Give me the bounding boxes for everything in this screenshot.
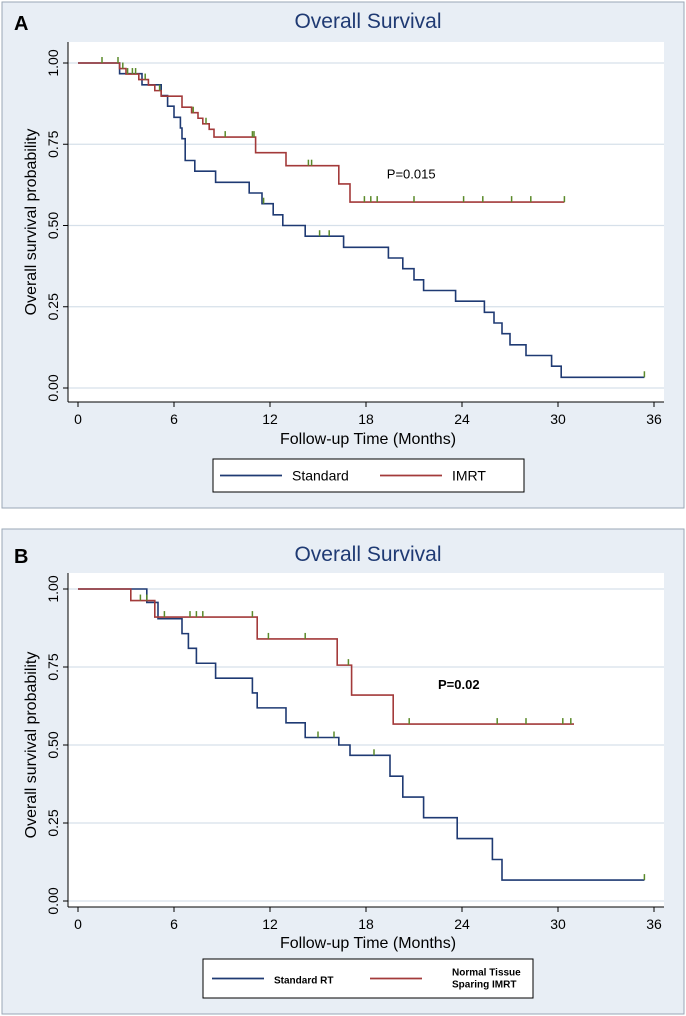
- y-tick-label: 0.00: [45, 374, 61, 401]
- x-tick-label: 30: [550, 411, 566, 427]
- y-axis-label: Overall survival probability: [23, 652, 40, 839]
- y-tick-label: 0.00: [45, 887, 61, 914]
- x-tick-label: 36: [646, 411, 662, 427]
- kaplan-meier-chart-a: A Overall Survival 0.00 0.25 0.50 0.75 1.00 0 6 1…: [1, 1, 685, 509]
- y-axis-label: Overall survival probability: [23, 129, 40, 316]
- x-tick-label: 12: [262, 411, 278, 427]
- x-tick-label: 0: [74, 916, 82, 932]
- x-tick-label: 12: [262, 916, 278, 932]
- x-axis-label: Follow-up Time (Months): [280, 431, 456, 448]
- x-axis-label: Follow-up Time (Months): [280, 935, 456, 952]
- panel-label: A: [14, 13, 28, 35]
- survival-curve-imrt: [78, 62, 565, 203]
- y-tick-label: 0.75: [45, 130, 61, 157]
- x-tick-label: 30: [550, 916, 566, 932]
- y-tick-label: 0.50: [45, 212, 61, 239]
- x-tick-label: 6: [170, 411, 178, 427]
- kaplan-meier-chart-b: B Overall Survival 0.00 0.25 0.50 0.75 1.00 0 6 1…: [1, 528, 685, 1015]
- chart-title: Overall Survival: [294, 10, 441, 33]
- chart-title: Overall Survival: [294, 543, 441, 566]
- legend-label: Standard RT: [274, 976, 333, 987]
- y-tick-label: 0.25: [45, 293, 61, 320]
- legend-label: Standard: [292, 468, 349, 484]
- y-tick-label: 0.75: [45, 653, 61, 680]
- plot-area: [68, 42, 664, 402]
- x-tick-label: 6: [170, 916, 178, 932]
- legend-label: IMRT: [452, 468, 486, 484]
- y-tick-label: 0.50: [45, 731, 61, 758]
- legend-label: Sparing IMRT: [452, 980, 516, 991]
- x-tick-label: 18: [358, 916, 374, 932]
- y-tick-label: 1.00: [45, 49, 61, 76]
- y-tick-label: 0.25: [45, 809, 61, 836]
- survival-curve-normal-tissue-sparing-imrt: [78, 588, 574, 725]
- survival-curve-standard-rt: [78, 588, 645, 881]
- p-value-annotation: P=0.02: [438, 677, 480, 692]
- x-tick-label: 24: [454, 411, 470, 427]
- y-tick-label: 1.00: [45, 575, 61, 602]
- survival-curve-standard: [78, 62, 645, 379]
- x-tick-label: 36: [646, 916, 662, 932]
- x-tick-label: 24: [454, 916, 470, 932]
- x-tick-label: 18: [358, 411, 374, 427]
- legend-label: Normal Tissue: [452, 968, 521, 979]
- panel-label: B: [14, 546, 28, 568]
- x-tick-label: 0: [74, 411, 82, 427]
- plot-area: [68, 573, 664, 907]
- p-value-annotation: P=0.015: [387, 166, 436, 181]
